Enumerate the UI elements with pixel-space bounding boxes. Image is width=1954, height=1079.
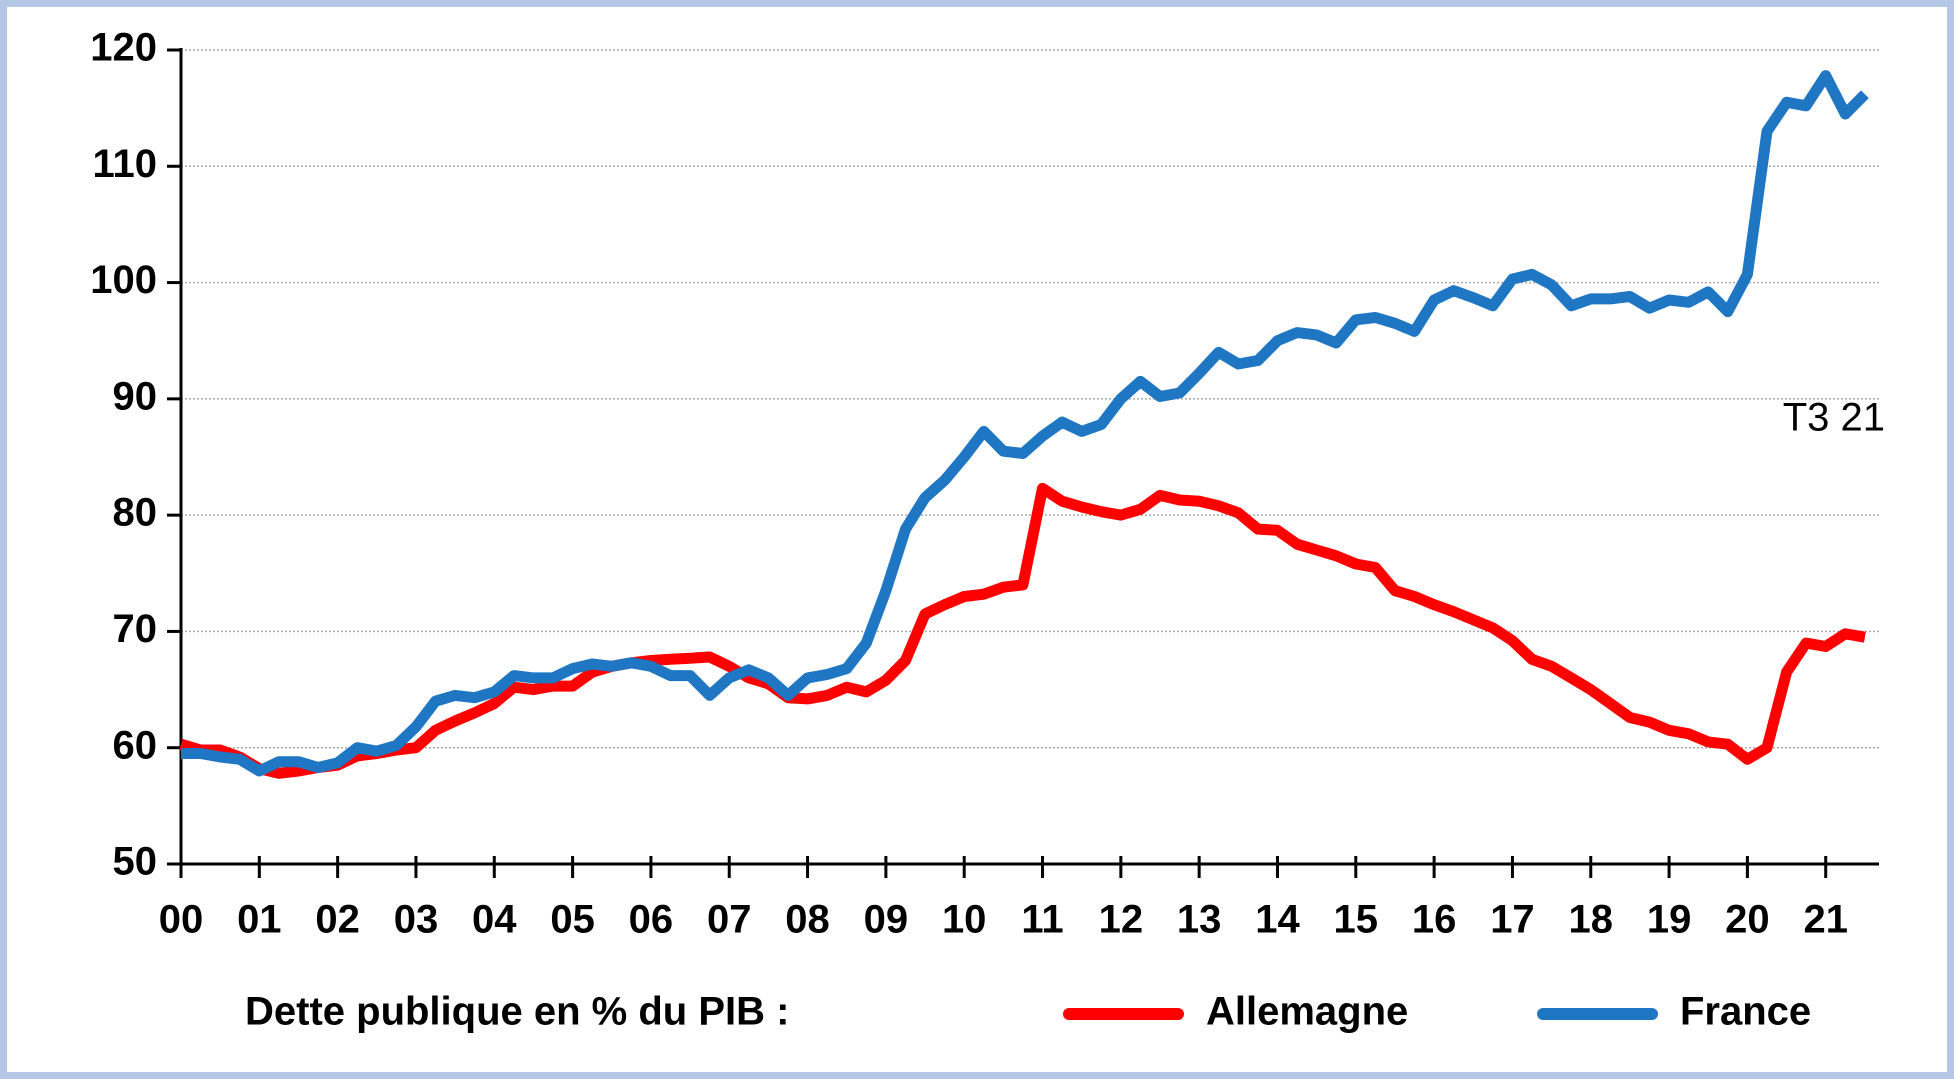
y-tick-label: 100 (90, 258, 157, 302)
x-tick-label: 07 (707, 898, 752, 942)
y-tick-label: 80 (113, 491, 158, 535)
x-tick-label: 03 (394, 898, 439, 942)
x-tick-label: 19 (1647, 898, 1692, 942)
x-tick-label: 05 (550, 898, 595, 942)
annotation: T3 21 (1783, 396, 1885, 440)
x-tick-label: 10 (942, 898, 987, 942)
series-line (181, 70, 1869, 777)
x-tick-label: 12 (1099, 898, 1144, 942)
x-tick-label: 06 (629, 898, 674, 942)
x-tick-label: 00 (159, 898, 204, 942)
x-tick-label: 04 (472, 898, 517, 942)
series-line (179, 482, 1866, 779)
y-tick-label: 90 (113, 374, 158, 418)
legend-label: Allemagne (1206, 990, 1408, 1034)
x-tick-label: 13 (1177, 898, 1222, 942)
legend-label: France (1680, 990, 1811, 1034)
y-tick-label: 110 (92, 142, 157, 186)
legend-title: Dette publique en % du PIB : (245, 990, 789, 1034)
y-tick-label: 120 (90, 26, 157, 70)
y-tick-label: 60 (113, 723, 158, 767)
x-tick-label: 02 (315, 898, 360, 942)
x-tick-label: 14 (1255, 898, 1300, 942)
x-tick-label: 09 (864, 898, 909, 942)
x-tick-label: 15 (1334, 898, 1379, 942)
x-tick-label: 20 (1725, 898, 1770, 942)
x-tick-label: 11 (1021, 898, 1063, 942)
x-tick-label: 16 (1412, 898, 1457, 942)
x-tick-label: 01 (237, 898, 282, 942)
x-tick-label: 17 (1490, 898, 1535, 942)
y-tick-label: 70 (113, 607, 158, 651)
x-tick-label: 21 (1803, 898, 1848, 942)
x-tick-label: 08 (785, 898, 830, 942)
x-tick-label: 18 (1569, 898, 1614, 942)
y-tick-label: 50 (113, 840, 158, 884)
